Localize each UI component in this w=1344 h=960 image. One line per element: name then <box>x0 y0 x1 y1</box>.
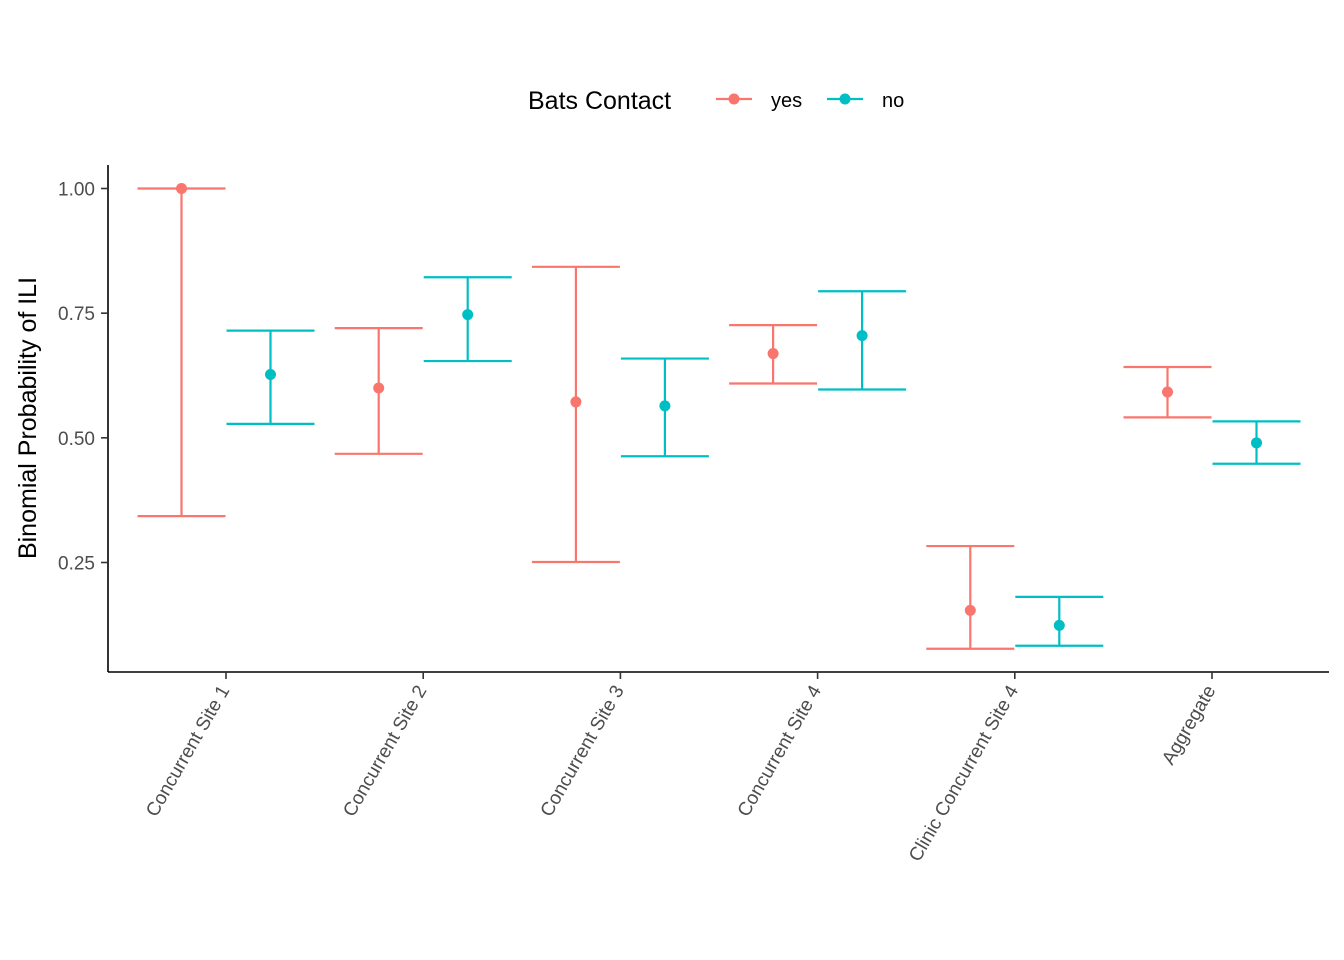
errorbar-yes-0 <box>137 183 226 518</box>
legend-key-point <box>839 93 851 105</box>
y-tick-label: 1.00 <box>58 180 95 201</box>
point-no-5 <box>1251 437 1262 449</box>
x-tick-label: Clinic Concurrent Site 4 <box>905 682 1023 866</box>
point-yes-5 <box>1162 386 1173 398</box>
point-no-2 <box>659 400 671 412</box>
point-yes-0 <box>176 183 187 194</box>
errorbar-yes-4 <box>926 544 1015 650</box>
errorbar-no-3 <box>818 290 907 391</box>
x-tick-label: Concurrent Site 4 <box>734 682 826 821</box>
point-no-0 <box>265 369 276 381</box>
x-tick-label: Aggregate <box>1158 682 1220 768</box>
legend: Bats Contact yes no <box>528 87 904 115</box>
errorbar-no-0 <box>226 329 315 425</box>
errorbar-yes-5 <box>1123 365 1212 419</box>
errorbar-no-5 <box>1212 420 1301 465</box>
legend-item-yes: yes <box>716 90 802 112</box>
point-no-1 <box>462 309 474 321</box>
errorbar-yes-1 <box>334 327 423 455</box>
errorbar-yes-3 <box>729 324 818 385</box>
x-tick-label: Concurrent Site 3 <box>537 682 629 821</box>
point-yes-4 <box>964 604 976 616</box>
errorbar-no-4 <box>1015 595 1104 647</box>
x-tick-label: Concurrent Site 2 <box>339 682 431 821</box>
legend-title: Bats Contact <box>528 87 671 115</box>
legend-label: yes <box>771 90 802 112</box>
point-yes-3 <box>767 348 779 360</box>
y-tick-label: 0.50 <box>58 429 95 450</box>
point-no-3 <box>856 330 868 342</box>
errorbar-yes-2 <box>531 265 620 564</box>
errorbar-no-1 <box>423 276 512 363</box>
errorbar-no-2 <box>620 357 709 458</box>
legend-key-point <box>728 93 740 105</box>
y-tick-label: 0.25 <box>58 554 95 575</box>
point-yes-2 <box>570 396 582 408</box>
x-tick-label: Concurrent Site 1 <box>142 682 234 821</box>
y-tick-label: 0.75 <box>58 304 95 325</box>
point-no-4 <box>1053 619 1065 631</box>
legend-label: no <box>882 90 904 112</box>
y-axis-title: Binomial Probability of ILI <box>14 277 42 559</box>
legend-item-no: no <box>827 90 904 112</box>
point-yes-1 <box>373 382 385 394</box>
